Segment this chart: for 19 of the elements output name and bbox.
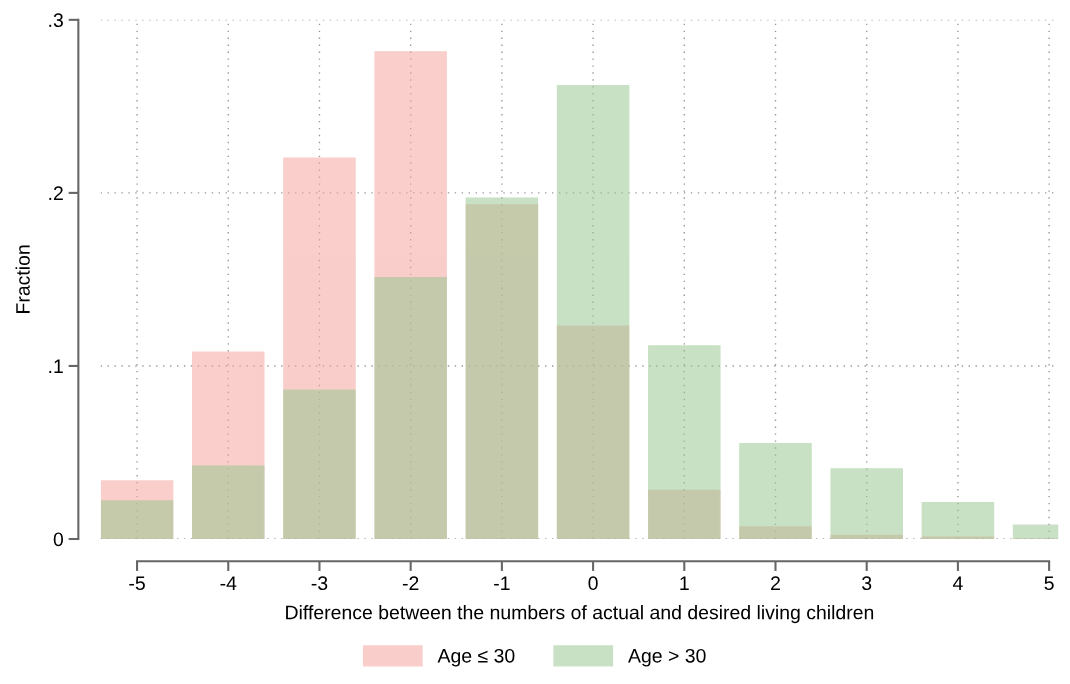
x-tick-label: -2 [402, 576, 419, 590]
x-tick-label: -3 [311, 576, 328, 591]
x-tick-label: 5 [1044, 576, 1054, 591]
legend-label: Age > 30 [628, 648, 706, 667]
x-tick-label: 0 [588, 576, 598, 591]
x-tick-label: 1 [680, 576, 689, 590]
y-tick-label: .3 [49, 13, 63, 28]
x-tick-label: 3 [862, 576, 872, 591]
y-tick-label: .2 [49, 186, 63, 200]
y-tick-label: 0 [53, 532, 64, 547]
x-axis-title: Difference between the numbers of actual and desired living children [286, 605, 874, 624]
x-tick-label: -5 [129, 576, 145, 591]
x-tick-label: 4 [952, 576, 963, 590]
x-tick-label: 2 [771, 576, 780, 590]
y-tick-label: .1 [49, 359, 63, 373]
x-tick-label: -4 [220, 576, 237, 590]
x-tick-label: -1 [494, 576, 510, 590]
y-axis-title: Fraction [15, 245, 30, 313]
legend-label: Age ≤ 30 [437, 648, 515, 667]
